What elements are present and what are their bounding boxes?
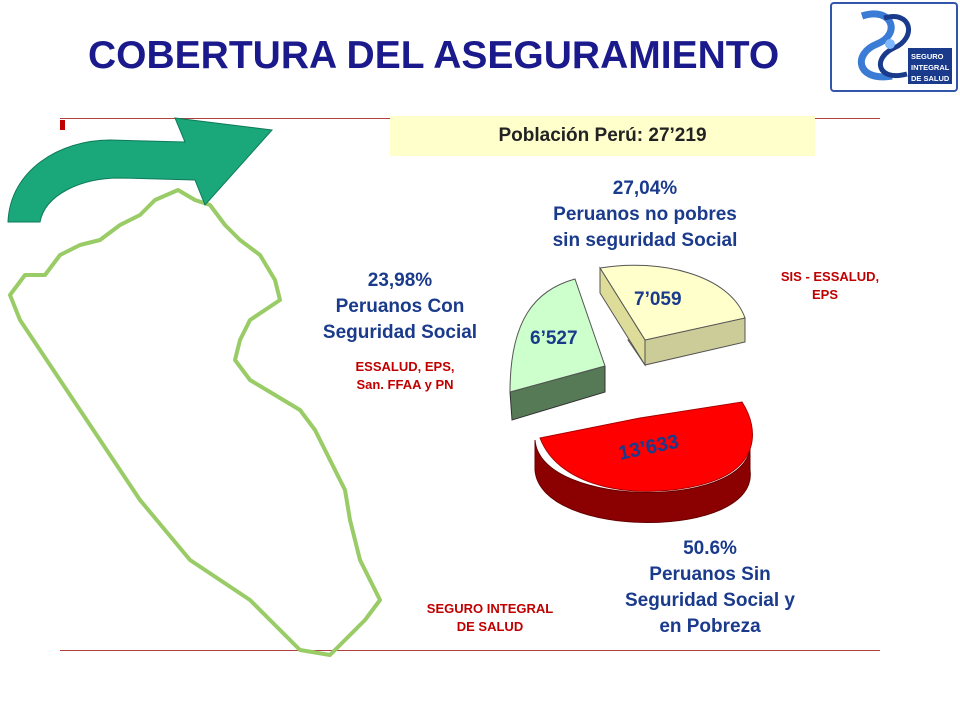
logo-text-3: DE SALUD (911, 74, 950, 83)
sis-logo-graphic: SEGURO INTEGRAL DE SALUD (857, 10, 952, 84)
desc-sin-seguridad-1: Peruanos Sin (649, 564, 771, 585)
desc-sin-seguridad-2: Seguridad Social y (625, 590, 795, 611)
sis-logo: SEGURO INTEGRAL DE SALUD (830, 2, 958, 92)
slice-sin-seguridad (534, 401, 753, 523)
insurers-sin-seguridad-1: SEGURO INTEGRAL (426, 601, 554, 616)
desc-con-seguridad-2: Seguridad Social (322, 322, 478, 343)
insurers-no-pobres: SIS - ESSALUD, EPS (760, 268, 900, 304)
insurers-sin-seguridad: SEGURO INTEGRAL DE SALUD (410, 600, 570, 636)
slice-no-pobres (599, 264, 746, 367)
desc-sin-seguridad-3: en Pobreza (659, 616, 761, 637)
population-box: Población Perú: 27’219 (390, 116, 815, 156)
page-title: COBERTURA DEL ASEGURAMIENTO (88, 34, 780, 77)
bottom-rule (60, 650, 880, 651)
slice-value-no-pobres: 7’059 (634, 289, 682, 310)
label-sin-seguridad: 50.6% Peruanos Sin Seguridad Social y en… (595, 536, 825, 640)
insurers-con-seguridad-1: ESSALUD, EPS, (355, 359, 455, 374)
insurers-con-seguridad: ESSALUD, EPS, San. FFAA y PN (330, 358, 480, 394)
insurers-con-seguridad-2: San. FFAA y PN (356, 377, 454, 392)
desc-no-pobres-1: Peruanos no pobres (553, 204, 737, 225)
percent-no-pobres: 27,04% (612, 178, 678, 199)
percent-con-seguridad: 23,98% (367, 270, 433, 291)
percent-sin-seguridad: 50.6% (683, 538, 737, 559)
slice-con-seguridad (509, 278, 606, 421)
logo-text-2: INTEGRAL (911, 63, 950, 72)
label-no-pobres: 27,04% Peruanos no pobres sin seguridad … (500, 176, 790, 254)
insurers-no-pobres-2: EPS (812, 287, 839, 302)
logo-text-1: SEGURO (911, 52, 944, 61)
desc-con-seguridad-1: Peruanos Con (335, 296, 465, 317)
insurers-no-pobres-1: SIS - ESSALUD, (780, 269, 880, 284)
slice-value-con-seguridad: 6’527 (530, 328, 578, 349)
label-con-seguridad: 23,98% Peruanos Con Seguridad Social (300, 268, 500, 346)
insurers-sin-seguridad-2: DE SALUD (456, 619, 524, 634)
desc-no-pobres-2: sin seguridad Social (552, 230, 738, 251)
